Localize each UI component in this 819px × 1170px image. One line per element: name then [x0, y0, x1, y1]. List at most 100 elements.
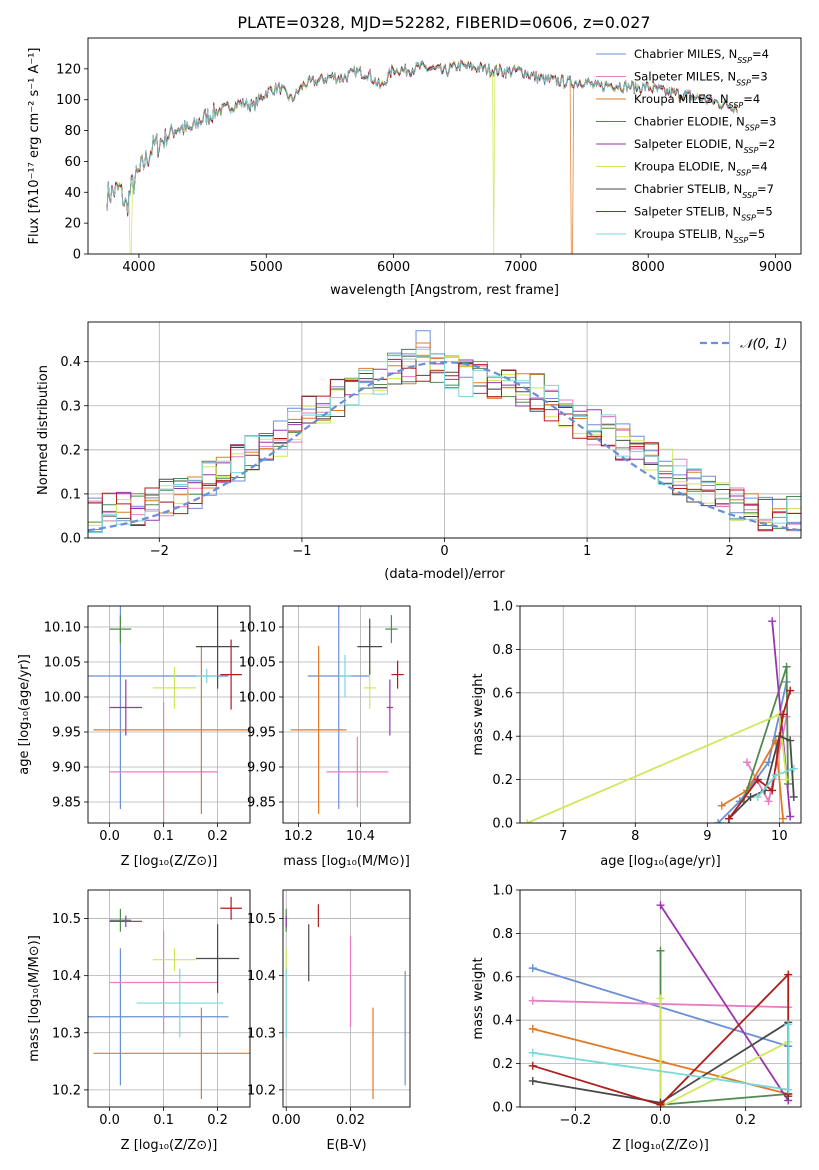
weight-line-4 — [659, 904, 789, 1101]
legend-entry: Salpeter STELIB, NSSP=5 — [634, 205, 773, 223]
data-point-8 — [338, 655, 352, 697]
spectrum-lines — [106, 58, 738, 254]
data-point-3 — [109, 615, 132, 644]
axes-frame — [87, 889, 251, 1108]
weight-marker — [717, 801, 726, 810]
weight-marker — [528, 1048, 537, 1057]
y-tick-label: 0.6 — [492, 686, 513, 701]
data-point-4 — [386, 679, 393, 736]
weight-vs-age-panel: 7 8 9 10 0.0 0.2 0.4 0.6 0.8 1.0 age [log₁₀(age/yr… — [471, 600, 802, 869]
axes-frame — [519, 605, 802, 824]
x-tick-label: 5000 — [250, 260, 283, 275]
weight-marker — [528, 964, 537, 973]
weight-marker — [786, 736, 795, 745]
y-axis-label: mass [log₁₀(M/M⊙)] — [27, 935, 42, 1062]
y-tick-label: 10.5 — [52, 912, 81, 927]
x-axis-label: Z [log₁₀(Z/Z⊙)] — [121, 1138, 218, 1153]
data-point-6 — [357, 618, 383, 675]
y-tick-label: 10.10 — [44, 621, 81, 636]
spectrum-line-8 — [106, 60, 738, 214]
y-tick-label: 9.95 — [247, 726, 276, 741]
weight-marker — [786, 812, 795, 821]
weight-marker — [656, 1100, 665, 1107]
x-tick-label: 10.2 — [284, 829, 313, 844]
spectrum-panel: 4000 5000 6000 7000 8000 9000 0 20 40 60 80 100 120 C… — [27, 37, 802, 298]
data-point-7 — [391, 660, 404, 689]
x-tick-label: 6000 — [377, 260, 410, 275]
weight-marker — [789, 792, 798, 801]
weight-marker — [764, 797, 773, 806]
y-tick-label: 1.0 — [492, 884, 513, 899]
x-tick-label: −0.2 — [560, 1113, 592, 1128]
y-axis-label: mass weight — [471, 957, 486, 1039]
weight-marker — [528, 1076, 537, 1085]
data-point-7 — [220, 639, 242, 710]
x-tick-label: 0.02 — [336, 1113, 365, 1128]
y-tick-label: 0.1 — [60, 487, 81, 502]
data-point-1 — [326, 736, 389, 807]
data-point-0 — [88, 606, 229, 809]
weight-marker — [656, 994, 665, 1003]
weight-marker — [771, 771, 780, 780]
x-tick-label: 0 — [440, 544, 448, 559]
error-bars — [88, 896, 250, 1100]
data-point-8 — [196, 669, 218, 683]
y-axis-label: mass weight — [471, 673, 486, 755]
legend-entry: Chabrier STELIB, NSSP=7 — [634, 182, 774, 200]
error-bars — [88, 606, 250, 823]
age-vs-Z-panel: 0.0 0.1 0.2 9.85 9.90 9.95 10.00 10.05 10.10 Z [l… — [17, 605, 251, 869]
y-tick-label: 0.0 — [492, 1101, 513, 1116]
data-point-2 — [93, 1007, 250, 1100]
data-point-5 — [152, 948, 196, 972]
weight-line-6 — [728, 734, 795, 820]
x-axis-label: Z [log₁₀(Z/Z⊙)] — [121, 854, 218, 869]
weight-marker — [784, 1020, 793, 1029]
y-tick-label: 10.4 — [247, 969, 276, 984]
weight-marker — [724, 814, 733, 823]
data-point-6 — [196, 924, 240, 993]
x-tick-label: 1 — [583, 544, 591, 559]
y-tick-label: 10.2 — [52, 1083, 81, 1098]
y-tick-label: 10.3 — [52, 1026, 81, 1041]
histogram-8 — [88, 348, 801, 534]
x-tick-label: 10.4 — [346, 829, 375, 844]
y-tick-label: 60 — [64, 155, 81, 170]
y-tick-label: 0.4 — [492, 730, 513, 745]
axes-frame — [87, 321, 802, 539]
x-tick-label: 0.2 — [207, 829, 228, 844]
axes-frame — [87, 37, 802, 255]
weight-marker — [753, 775, 762, 784]
x-axis-label: E(B-V) — [326, 1138, 366, 1153]
error-bars — [285, 904, 406, 1100]
x-tick-label: 0.0 — [650, 1113, 671, 1128]
y-tick-label: 40 — [64, 186, 81, 201]
normal-reference-curve — [88, 360, 801, 532]
x-tick-label: 8000 — [632, 260, 665, 275]
x-tick-label: 0.1 — [153, 1113, 174, 1128]
x-axis-label: (data-model)/error — [384, 567, 505, 582]
residuals-panel: −2 −1 0 1 2 0.0 0.1 0.2 0.3 0.4 𝒩(0, 1) (data-model… — [36, 321, 802, 582]
data-point-1 — [109, 931, 218, 1034]
weight-marker — [528, 1024, 537, 1033]
weight-marker — [786, 686, 795, 695]
axes-frame — [282, 889, 411, 1108]
weight-marker — [656, 946, 665, 955]
x-tick-label: 0.2 — [207, 1113, 228, 1128]
weight-marker — [714, 819, 723, 823]
y-tick-label: 10.3 — [247, 1026, 276, 1041]
y-tick-label: 120 — [56, 62, 81, 77]
data-point-6 — [196, 606, 240, 689]
legend-entry: Kroupa ELODIE, NSSP=4 — [634, 160, 768, 178]
legend-entry: Kroupa STELIB, NSSP=5 — [634, 227, 765, 245]
histogram-1 — [88, 346, 801, 532]
legend-entry: Salpeter ELODIE, NSSP=2 — [634, 137, 775, 155]
y-tick-label: 0.0 — [492, 817, 513, 832]
y-tick-label: 1.0 — [492, 600, 513, 615]
weight-marker — [528, 996, 537, 1005]
weight-line-5 — [659, 998, 789, 1107]
weight-marker — [782, 775, 791, 784]
y-tick-label: 10.2 — [247, 1083, 276, 1098]
weight-marker — [753, 792, 762, 801]
weight-vs-Z-panel: −0.2 0.0 0.2 0.0 0.2 0.4 0.6 0.8 1.0 Z [log₁₀(Z/Z… — [471, 884, 802, 1153]
y-tick-label: 0.2 — [492, 773, 513, 788]
